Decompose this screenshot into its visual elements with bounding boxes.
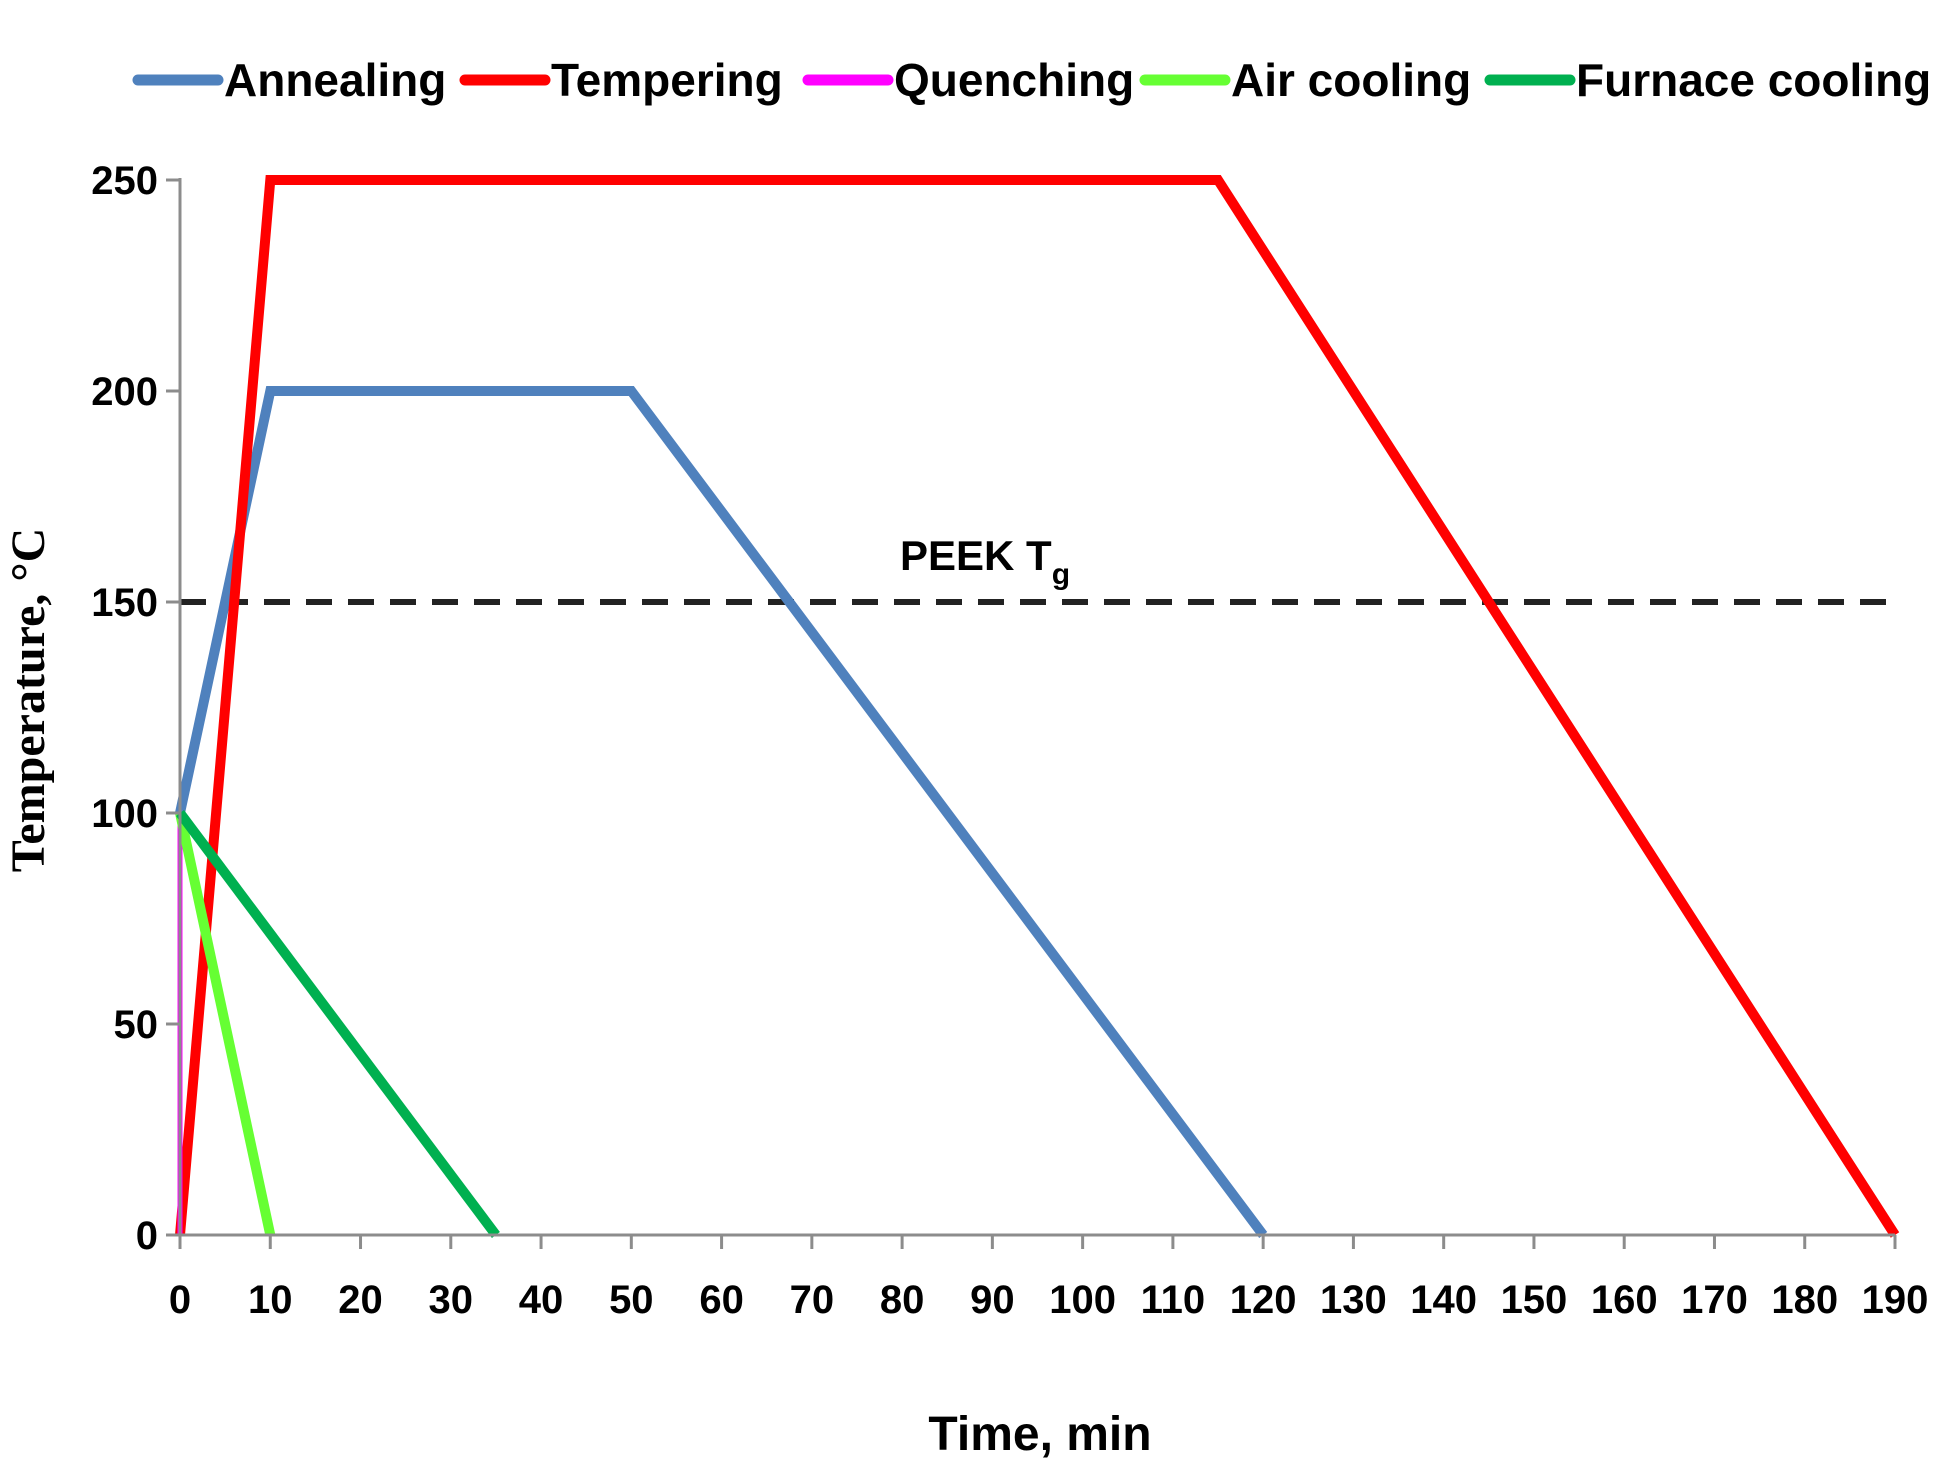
x-tick-label: 40 xyxy=(519,1278,564,1322)
y-tick-label: 100 xyxy=(91,792,158,836)
x-tick-label: 0 xyxy=(169,1278,191,1322)
legend-label-quenching: Quenching xyxy=(894,54,1134,106)
legend-label-furnace-cooling: Furnace cooling xyxy=(1576,54,1931,106)
y-tick-label: 250 xyxy=(91,159,158,203)
x-ticks: 0 10 20 30 40 50 60 70 80 90 100 110 120 130 140 150 160… xyxy=(169,1235,1929,1322)
x-tick-label: 70 xyxy=(790,1278,835,1322)
series-line-tempering xyxy=(175,175,1900,1238)
legend-label-tempering: Tempering xyxy=(551,54,783,106)
series-line-annealing xyxy=(175,386,1268,1238)
y-ticks: 0 50 100 150 200 250 xyxy=(91,159,180,1258)
y-tick-label: 150 xyxy=(91,581,158,625)
x-tick-label: 120 xyxy=(1230,1278,1297,1322)
x-tick-label: 30 xyxy=(429,1278,474,1322)
x-tick-label: 100 xyxy=(1049,1278,1116,1322)
x-tick-label: 170 xyxy=(1681,1278,1748,1322)
legend: Annealing Tempering Quenching Air cooling Fu… xyxy=(132,54,1931,106)
x-tick-label: 50 xyxy=(609,1278,654,1322)
x-axis-title: Time, min xyxy=(928,1408,1151,1461)
legend-label-annealing: Annealing xyxy=(224,54,446,106)
x-tick-label: 140 xyxy=(1410,1278,1477,1322)
x-tick-label: 180 xyxy=(1771,1278,1838,1322)
axes-group xyxy=(178,178,1895,1237)
y-tick-label: 0 xyxy=(136,1214,158,1258)
x-tick-label: 80 xyxy=(880,1278,925,1322)
y-tick-label: 200 xyxy=(91,370,158,414)
x-tick-label: 130 xyxy=(1320,1278,1387,1322)
reference-line-label-sub: g xyxy=(1052,558,1070,591)
x-tick-label: 160 xyxy=(1591,1278,1658,1322)
series-line-air-cooling xyxy=(175,811,276,1237)
reference-line-label: PEEK Tg xyxy=(900,532,1070,591)
x-tick-label: 10 xyxy=(248,1278,293,1322)
y-axis-title: Temperature, °C xyxy=(2,528,55,872)
x-tick-label: 110 xyxy=(1141,1278,1206,1322)
series-group xyxy=(175,175,1900,1238)
y-tick-label: 50 xyxy=(114,1003,159,1047)
reference-line-label-main: PEEK T xyxy=(900,532,1052,579)
x-tick-label: 60 xyxy=(699,1278,744,1322)
series-line-furnace-cooling xyxy=(175,810,500,1238)
x-tick-label: 20 xyxy=(338,1278,383,1322)
reference-line-group: PEEK Tg xyxy=(180,532,1895,605)
x-tick-label: 190 xyxy=(1862,1278,1929,1322)
legend-label-air-cooling: Air cooling xyxy=(1231,54,1471,106)
x-tick-label: 150 xyxy=(1501,1278,1568,1322)
x-tick-label: 90 xyxy=(970,1278,1015,1322)
